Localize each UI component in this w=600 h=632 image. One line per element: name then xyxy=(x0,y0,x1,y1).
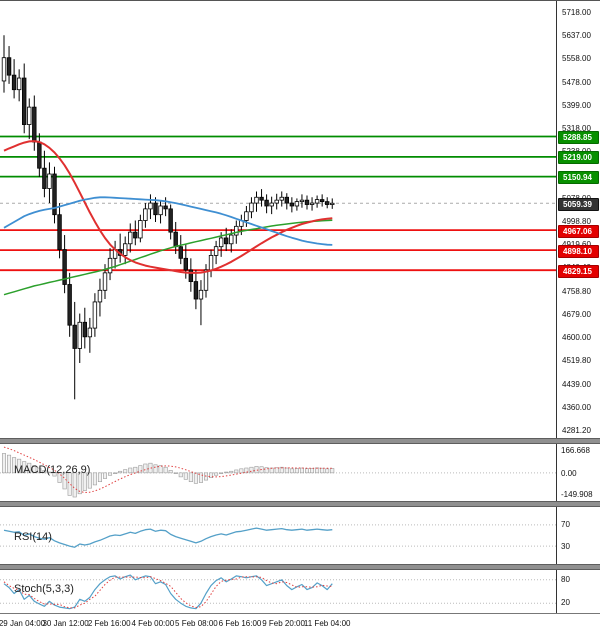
price-level-badge: 5288.85 xyxy=(558,131,599,145)
price-tick-label: 5558.00 xyxy=(562,54,591,64)
price-level-badge: 5219.00 xyxy=(558,151,599,165)
rsi-chart[interactable] xyxy=(0,507,557,564)
price-tick-label: 4679.00 xyxy=(562,309,591,319)
price-level-badge: 5059.39 xyxy=(558,197,599,211)
rsi-panel: RSI(14) 70 30 xyxy=(0,507,600,564)
stochastic-chart[interactable] xyxy=(0,570,557,613)
panel-separator[interactable] xyxy=(0,438,600,444)
panel-separator[interactable] xyxy=(0,501,600,507)
price-tick-label: 4519.80 xyxy=(562,356,591,366)
macd-axis-min-label: -149.908 xyxy=(561,490,593,499)
time-tick-label: 9 Feb 20:00 xyxy=(262,619,305,628)
price-tick-label: 4919.60 xyxy=(562,240,591,249)
price-tick-label: 4439.00 xyxy=(562,379,591,389)
price-tick-label: 5318.00 xyxy=(562,124,591,134)
price-level-badge: 4829.15 xyxy=(558,264,599,278)
time-tick-label: 4 Feb 00:00 xyxy=(131,619,175,628)
candlestick-chart[interactable] xyxy=(0,1,557,438)
time-tick-label: 5 Feb 08:00 xyxy=(175,619,218,628)
time-axis: 29 Jan 04:00 30 Jan 12:00 2 Feb 16:00 4 Feb… xyxy=(0,613,600,632)
stoch-upper-level-label: 80 xyxy=(561,575,570,584)
time-tick-label: 6 Feb 16:00 xyxy=(218,619,262,628)
rsi-indicator-label: RSI(14) xyxy=(14,531,52,543)
price-tick-label: 5478.00 xyxy=(562,77,591,87)
stoch-indicator-label: Stoch(5,3,3) xyxy=(14,583,74,595)
time-tick-label: 30 Jan 12:00 xyxy=(42,619,89,628)
price-axis: 5718.00 5637.00 5558.00 5478.00 5399.00 5318.… xyxy=(558,1,600,438)
stochastic-panel: Stoch(5,3,3) 80 20 xyxy=(0,570,600,613)
price-tick-label: 5718.00 xyxy=(562,7,591,17)
rsi-lower-level-label: 30 xyxy=(561,542,570,551)
price-level-badge: 4898.10 xyxy=(558,244,599,258)
price-tick-label: 5637.00 xyxy=(562,31,591,41)
macd-axis-max-label: 166.668 xyxy=(561,446,590,455)
stoch-lower-level-label: 20 xyxy=(561,598,570,607)
macd-indicator-label: MACD(12,26,9) xyxy=(14,464,91,476)
price-level-badge: 4967.06 xyxy=(558,224,599,238)
price-tick-label: 5399.00 xyxy=(562,100,591,110)
price-tick-label: 4998.80 xyxy=(562,216,591,226)
macd-panel: MACD(12,26,9) 166.668 0.00 -149.908 xyxy=(0,444,600,501)
price-tick-label: 4360.00 xyxy=(562,402,591,412)
price-chart-panel: 5718.00 5637.00 5558.00 5478.00 5399.00 5318.… xyxy=(0,1,600,438)
rsi-upper-level-label: 70 xyxy=(561,520,570,529)
macd-chart[interactable] xyxy=(0,444,557,501)
price-tick-label: 4600.00 xyxy=(562,332,591,342)
price-tick-label: 4281.20 xyxy=(562,425,591,435)
macd-axis-zero-label: 0.00 xyxy=(561,469,577,478)
time-tick-label: 11 Feb 04:00 xyxy=(303,619,351,628)
price-tick-label: 4758.80 xyxy=(562,286,591,296)
panel-separator[interactable] xyxy=(0,564,600,570)
price-level-badge: 5150.94 xyxy=(558,171,599,185)
time-tick-label: 29 Jan 04:00 xyxy=(0,619,46,628)
time-tick-label: 2 Feb 16:00 xyxy=(87,619,131,628)
